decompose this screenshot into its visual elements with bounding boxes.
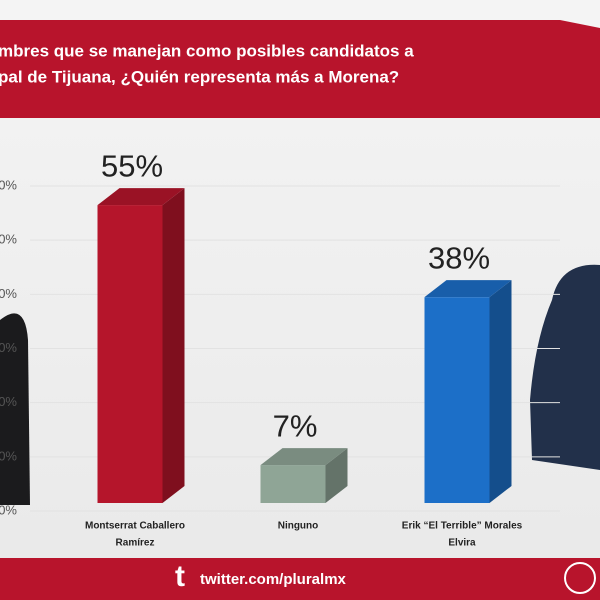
footer-text: twitter.com/pluralmx [200,571,347,588]
chart-title: mbres que se manejan como posibles candi… [0,41,414,60]
data-label: 38% [428,240,490,275]
x-tick-label: Ramírez [116,538,155,549]
bar-side [489,280,512,503]
footer-logo: t [175,560,185,593]
globe-icon [564,562,596,594]
person-left [0,313,30,505]
bar [260,448,348,503]
bar-top [97,188,185,206]
y-tick-label: 40% [0,286,17,301]
bar-top [424,280,512,298]
y-tick-label: 10% [0,448,17,463]
bar-front [97,205,163,504]
bar [424,280,512,503]
y-tick-label: 30% [0,340,17,355]
x-tick-label: Montserrat Caballero [85,521,185,532]
bar [97,188,185,504]
bar-side [325,448,348,503]
chart-title: pal de Tijuana, ¿Quién representa más a … [0,67,399,86]
bar-side [162,188,185,504]
x-tick-label: Ninguno [278,521,319,532]
data-label: 7% [273,408,318,443]
bar-front [424,297,490,503]
y-tick-label: 20% [0,394,17,409]
bar-front [260,465,326,503]
plot: 0% 10% 20% 30% 40% 50% 60% Montserrat Caballero… [0,148,560,549]
data-label: 55% [101,148,163,183]
y-tick-label: 50% [0,232,17,247]
footer-bar [0,558,600,600]
bar-top [260,448,348,466]
person-right [530,264,600,470]
x-tick-label: Elvira [448,538,476,549]
y-tick-label: 0% [0,502,17,517]
x-tick-label: Erik “El Terrible” Morales [402,521,523,532]
title-banner [0,20,600,118]
y-tick-label: 60% [0,177,17,192]
